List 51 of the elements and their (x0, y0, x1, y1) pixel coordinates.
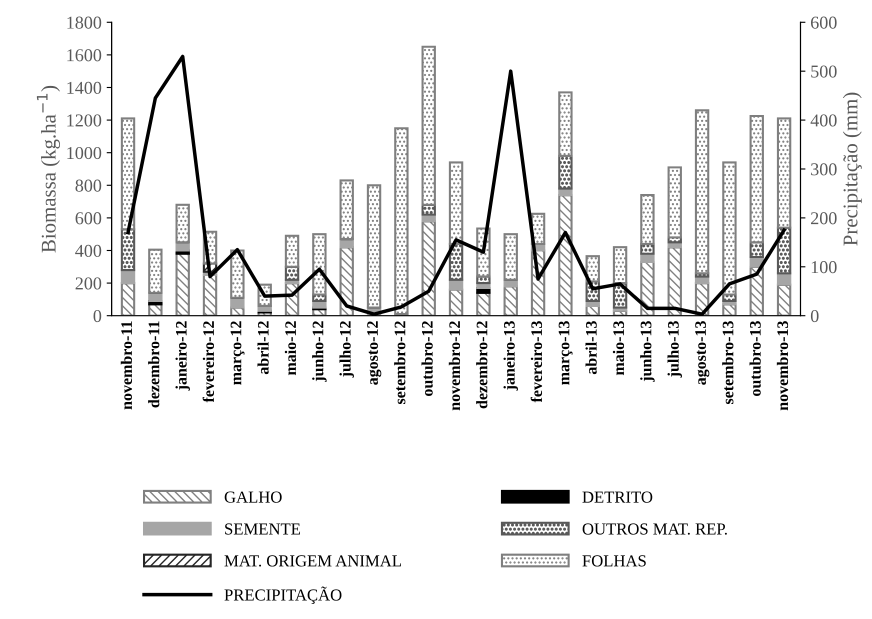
x-tick-label: dezembro-11 (148, 321, 160, 408)
legend-label: OUTROS MAT. REP. (582, 523, 727, 535)
x-tick-label: outubro-12 (421, 321, 433, 396)
y2-tick-label: 400 (810, 114, 837, 127)
y-tick-label: 600 (76, 212, 102, 224)
y2-tick-label: 500 (811, 65, 837, 78)
y2-tick-label: 0 (810, 310, 819, 322)
x-tick-label: maio-13 (612, 321, 624, 376)
x-tick-label: novembro-13 (776, 321, 788, 410)
y-tick-label: 800 (76, 180, 102, 192)
y-tick-label: 200 (76, 277, 102, 290)
y-tick-label: 1800 (67, 16, 102, 29)
y2-tick-label: 300 (811, 163, 837, 176)
x-tick-label: abril-12 (257, 321, 269, 374)
x-tick-label: março-12 (230, 321, 244, 385)
y2-tick-label: 200 (811, 212, 837, 224)
x-tick-label: junho-13 (640, 321, 655, 382)
x-tick-label: novembro-12 (448, 321, 460, 410)
y2-tick-label: 600 (810, 16, 837, 29)
y-axis-title: Biomassa (kg.ha$^{−1}$) (36, 86, 60, 252)
y-tick-label: 1600 (67, 49, 102, 62)
x-tick-label: junho-12 (312, 321, 327, 382)
legend-label: GALHO (224, 492, 282, 503)
x-tick-label: janeiro-12 (175, 321, 190, 390)
x-tick-label: agosto-12 (367, 321, 382, 385)
y-tick-label: 0 (94, 310, 102, 322)
y-tick-label: 1000 (67, 146, 102, 160)
legend-label: MAT. ORIGEM ANIMAL (224, 555, 401, 567)
x-tick-label: abril-13 (585, 321, 597, 374)
legend-label: FOLHAS (582, 555, 646, 566)
x-tick-label: outubro-13 (750, 321, 761, 396)
y2-axis-title: Precipitação (mm) (842, 92, 862, 246)
x-tick-label: janeiro-13 (503, 321, 518, 390)
x-tick-label: setembro-12 (394, 321, 406, 404)
x-tick-label: novembro-11 (120, 321, 132, 410)
y-tick-label: 1200 (67, 114, 102, 127)
x-tick-label: setembro-13 (722, 321, 734, 404)
legend-label: PRECIPITAÇÃO (224, 586, 342, 604)
x-tick-label: fevereiro-13 (530, 321, 542, 402)
x-tick-label: agosto-13 (695, 321, 710, 385)
x-tick-label: fevereiro-12 (202, 321, 214, 402)
y-tick-label: 1400 (67, 82, 102, 94)
x-tick-label: maio-12 (284, 321, 296, 376)
y-tick-label: 400 (75, 244, 102, 257)
y2-tick-label: 100 (812, 261, 837, 274)
x-tick-label: julho-13 (668, 321, 682, 378)
x-tick-label: março-13 (558, 321, 573, 385)
x-tick-label: julho-12 (339, 321, 354, 378)
legend-label: DETRITO (582, 492, 652, 503)
legend-label: SEMENTE (225, 523, 300, 535)
x-tick-label: dezembro-12 (476, 321, 488, 408)
